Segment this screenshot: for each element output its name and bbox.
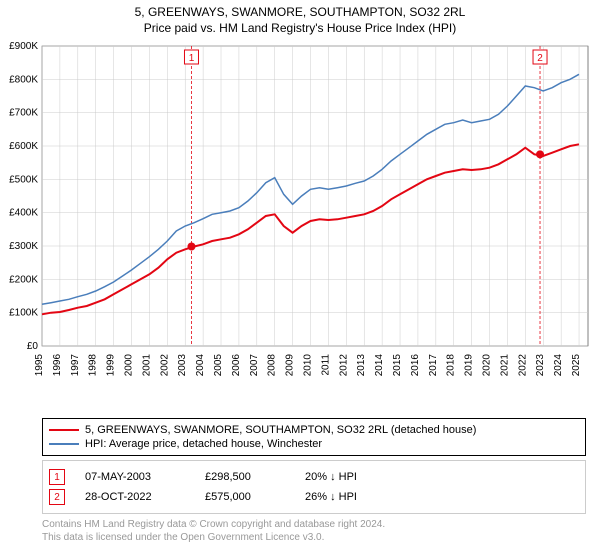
svg-text:2006: 2006 [231, 354, 242, 377]
trade-date: 28-OCT-2022 [85, 491, 185, 503]
svg-text:2005: 2005 [213, 354, 224, 377]
svg-text:£100K: £100K [9, 308, 38, 319]
trade-price: £298,500 [205, 471, 285, 483]
svg-text:2008: 2008 [267, 354, 278, 377]
trade-row: 2 28-OCT-2022 £575,000 26% ↓ HPI [49, 487, 579, 507]
svg-text:1998: 1998 [88, 354, 99, 377]
svg-text:2019: 2019 [464, 354, 475, 377]
svg-text:£800K: £800K [9, 74, 38, 85]
legend-item: 5, GREENWAYS, SWANMORE, SOUTHAMPTON, SO3… [49, 423, 579, 437]
svg-text:2003: 2003 [177, 354, 188, 377]
svg-text:1: 1 [189, 53, 195, 64]
svg-text:2009: 2009 [285, 354, 296, 377]
svg-text:1995: 1995 [34, 354, 45, 377]
chart-title: 5, GREENWAYS, SWANMORE, SOUTHAMPTON, SO3… [0, 0, 600, 21]
svg-text:2024: 2024 [553, 354, 564, 377]
svg-text:2022: 2022 [517, 354, 528, 377]
trade-date: 07-MAY-2003 [85, 471, 185, 483]
svg-text:2001: 2001 [141, 354, 152, 377]
svg-text:2004: 2004 [195, 354, 206, 377]
svg-text:£500K: £500K [9, 174, 38, 185]
svg-text:£700K: £700K [9, 108, 38, 119]
svg-text:2011: 2011 [320, 354, 331, 376]
svg-text:2007: 2007 [249, 354, 260, 377]
chart-container: 5, GREENWAYS, SWANMORE, SOUTHAMPTON, SO3… [0, 0, 600, 560]
svg-text:1997: 1997 [70, 354, 81, 377]
svg-text:2017: 2017 [428, 354, 439, 377]
legend-label: 5, GREENWAYS, SWANMORE, SOUTHAMPTON, SO3… [85, 424, 476, 436]
svg-text:2014: 2014 [374, 354, 385, 377]
trade-price: £575,000 [205, 491, 285, 503]
svg-text:2016: 2016 [410, 354, 421, 377]
svg-text:£400K: £400K [9, 208, 38, 219]
svg-text:2010: 2010 [303, 354, 314, 377]
svg-text:£600K: £600K [9, 141, 38, 152]
svg-text:2025: 2025 [571, 354, 582, 377]
trades-table: 1 07-MAY-2003 £298,500 20% ↓ HPI 2 28-OCT-202… [42, 460, 586, 514]
svg-text:2023: 2023 [535, 354, 546, 377]
legend: 5, GREENWAYS, SWANMORE, SOUTHAMPTON, SO3… [42, 418, 586, 456]
trade-diff: 26% ↓ HPI [305, 491, 395, 503]
svg-text:£300K: £300K [9, 241, 38, 252]
chart-subtitle: Price paid vs. HM Land Registry's House … [0, 21, 600, 39]
trade-row: 1 07-MAY-2003 £298,500 20% ↓ HPI [49, 467, 579, 487]
svg-text:£0: £0 [27, 341, 39, 352]
footer-line-2: This data is licensed under the Open Gov… [42, 531, 385, 544]
svg-text:2: 2 [537, 53, 543, 64]
svg-text:2018: 2018 [446, 354, 457, 377]
svg-text:1996: 1996 [52, 354, 63, 377]
chart-plot: £0£100K£200K£300K£400K£500K£600K£700K£80… [42, 46, 588, 376]
trade-marker: 2 [49, 489, 65, 505]
svg-text:2020: 2020 [482, 354, 493, 377]
svg-text:2021: 2021 [499, 354, 510, 377]
svg-text:2013: 2013 [356, 354, 367, 377]
svg-text:2000: 2000 [124, 354, 135, 377]
trade-diff: 20% ↓ HPI [305, 471, 395, 483]
svg-text:2012: 2012 [338, 354, 349, 377]
svg-text:2015: 2015 [392, 354, 403, 377]
svg-text:2002: 2002 [159, 354, 170, 377]
legend-label: HPI: Average price, detached house, Winc… [85, 438, 322, 450]
legend-item: HPI: Average price, detached house, Winc… [49, 437, 579, 451]
footer-text: Contains HM Land Registry data © Crown c… [42, 518, 385, 544]
legend-swatch [49, 429, 79, 431]
footer-line-1: Contains HM Land Registry data © Crown c… [42, 518, 385, 531]
svg-text:£200K: £200K [9, 274, 38, 285]
legend-swatch [49, 443, 79, 445]
trade-marker: 1 [49, 469, 65, 485]
svg-text:£900K: £900K [9, 41, 38, 52]
svg-text:1999: 1999 [106, 354, 117, 377]
